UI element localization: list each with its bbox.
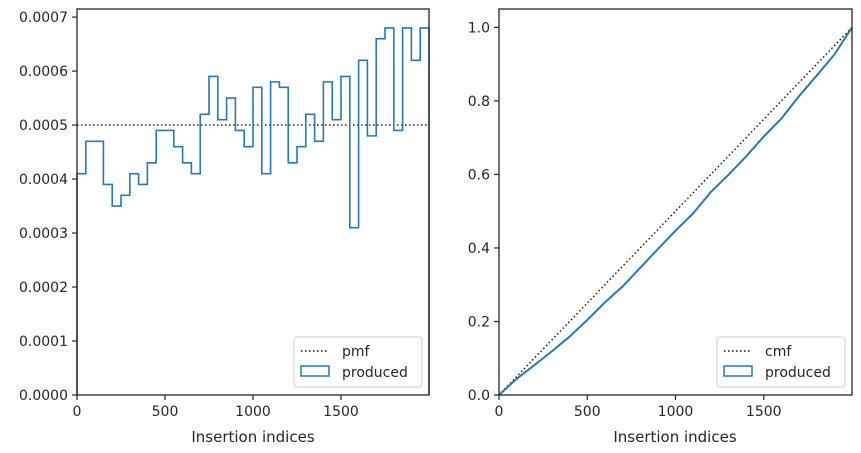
pmf-y-tick-label: 0.0003	[19, 226, 68, 242]
pmf-x-tick-label: 500	[152, 404, 179, 420]
pmf-y-tick-label: 0.0004	[19, 172, 68, 188]
cmf-panel: 0 500 1000 1500 0.0 0.2 0.4 0.6 0.8 1.0 Insertio…	[468, 8, 853, 446]
cmf-x-tick-label: 500	[574, 404, 601, 420]
pmf-y-tick-label: 0.0007	[19, 10, 68, 26]
pmf-panel: 0 500 1000 1500 0.00000.00010.00020.00030.0…	[19, 8, 430, 446]
cmf-y-tick-label: 1.0	[468, 20, 490, 36]
cmf-x-axis-label: Insertion indices	[613, 428, 736, 446]
cmf-legend: cmf produced	[716, 336, 846, 388]
cmf-x-axis-ticks: 0 500 1000 1500	[495, 395, 782, 420]
cmf-legend-box	[716, 336, 846, 388]
pmf-y-tick-label: 0.0002	[19, 280, 68, 296]
cmf-x-tick-label: 1500	[746, 404, 782, 420]
pmf-x-tick-label: 1000	[235, 404, 271, 420]
cmf-x-tick-label: 1000	[658, 404, 694, 420]
pmf-y-axis-ticks: 0.0000 0.0001 0.0002 0.0003 0.0004 0.0005 0.00…	[19, 10, 77, 404]
cmf-y-tick-label: 0.8	[468, 94, 490, 110]
cmf-series-produced	[498, 26, 853, 396]
pmf-x-axis-label: Insertion indices	[191, 428, 314, 446]
pmf-legend-box	[293, 336, 423, 388]
cmf-legend-label-reference: cmf	[765, 344, 792, 360]
cmf-x-tick-label: 0	[495, 404, 504, 420]
pmf-legend-swatch-produced	[300, 365, 330, 377]
pmf-legend: pmf produced	[293, 336, 423, 388]
pmf-x-tick-label: 0	[73, 404, 82, 420]
pmf-y-tick-label: 0.0000	[19, 388, 68, 404]
pmf-x-axis-ticks: 0 500 1000 1500	[73, 395, 359, 420]
cmf-legend-label-produced: produced	[765, 365, 831, 381]
pmf-y-tick-label: 0.0006	[19, 64, 68, 80]
pmf-panel-marks	[76, 27, 430, 395]
cmf-panel-marks	[498, 26, 853, 396]
pmf-y-tick-label: 0.0001	[19, 334, 68, 350]
cmf-y-axis-ticks: 0.0 0.2 0.4 0.6 0.8 1.0	[468, 20, 499, 404]
pmf-y-tick-label: 0.0005	[19, 118, 68, 134]
cmf-y-tick-label: 0.0	[468, 388, 490, 404]
pmf-x-tick-label: 1500	[323, 404, 359, 420]
cmf-legend-swatch-produced	[723, 365, 753, 377]
cmf-y-tick-label: 0.2	[468, 314, 490, 330]
pmf-legend-label-reference: pmf	[342, 344, 371, 360]
cmf-y-tick-label: 0.4	[468, 241, 490, 257]
pmf-legend-label-produced: produced	[342, 365, 408, 381]
pmf-series-produced	[76, 27, 430, 395]
cmf-reference-line	[498, 26, 853, 396]
cmf-y-tick-label: 0.6	[468, 167, 490, 183]
